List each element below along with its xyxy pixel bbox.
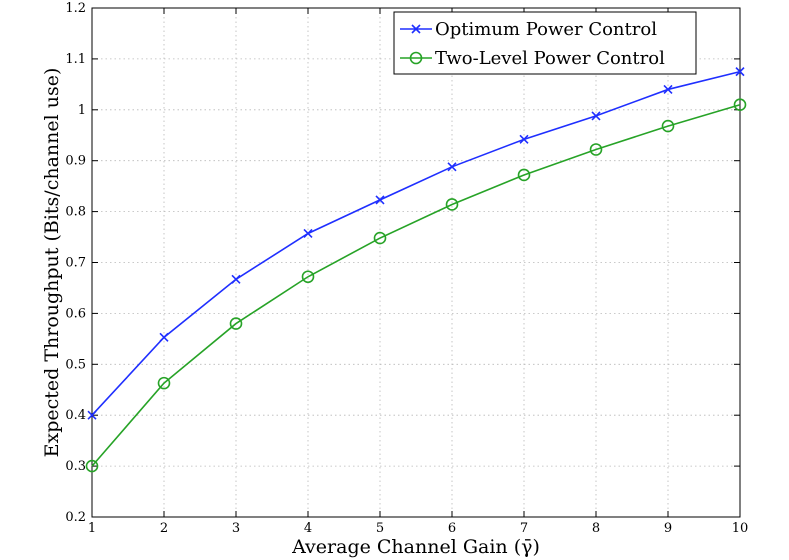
data-point-b [447,162,457,172]
x-tick-label: 9 [664,521,672,536]
data-point [661,119,675,133]
data-point-b [87,410,97,420]
data-point [517,168,531,182]
legend-item-2: Two-Level Power Control [400,48,665,69]
legend-label: Optimum Power Control [435,19,657,40]
legend-label: Two-Level Power Control [435,48,665,69]
x-tick-label: 8 [592,521,600,536]
y-tick-label: 0.9 [65,154,86,169]
y-tick-label: 0.3 [65,459,86,474]
x-tick-label: 6 [448,521,456,536]
y-tick-label: 1 [78,103,86,118]
y-tick-label: 0.2 [65,510,86,525]
y-tick-label: 0.6 [65,306,86,321]
y-tick-label: 0.7 [65,256,86,271]
data-point [85,459,99,473]
y-tick-label: 0.4 [65,408,86,423]
data-point [301,270,315,284]
y-tick-label: 1.2 [65,1,86,16]
axis-ticks: 1 2 3 4 5 6 7 8 9 10 0.2 0.3 0.4 0.5 0.6 0.7 0.8 0.9 1 1.1 1… [65,1,748,536]
legend-box [393,11,697,75]
legend: Optimum Power Control Two-Level Power Con… [393,11,697,75]
series-line [91,103,741,467]
series-layer [85,67,747,473]
data-point-b [303,228,313,239]
x-tick-label: 7 [520,521,528,536]
data-point-b [159,332,169,342]
series-line [91,70,741,416]
y-tick-label: 1.1 [65,52,86,67]
data-point-b [591,111,601,121]
x-tick-label: 10 [732,521,749,536]
x-axis-label: Average Channel Gain (γ̄) [291,536,540,558]
y-tick-label: 0.5 [65,357,86,372]
y-tick-label: 0.8 [65,205,86,220]
data-point-b [735,67,745,77]
data-point [229,317,243,330]
x-tick-label: 3 [232,521,240,536]
x-tick-label: 5 [376,521,384,536]
data-point-b [231,274,241,284]
x-tick-label: 1 [88,521,96,536]
legend-marker-b [411,24,421,34]
series-1 [87,67,745,420]
grid-lines [92,8,740,517]
data-point [373,231,387,245]
data-point [157,376,171,390]
data-point [445,198,459,211]
data-point-b [519,134,529,144]
data-point [733,98,747,112]
data-point-b [375,195,385,205]
legend-marker [409,51,423,65]
series-2 [85,98,747,473]
x-tick-label: 2 [160,521,168,536]
y-axis-label: Expected Throughput (Bits/channel use) [41,68,63,458]
legend-item-1: Optimum Power Control [400,19,657,40]
data-point [589,143,603,156]
data-point-b [663,84,673,95]
x-tick-label: 4 [304,521,312,536]
